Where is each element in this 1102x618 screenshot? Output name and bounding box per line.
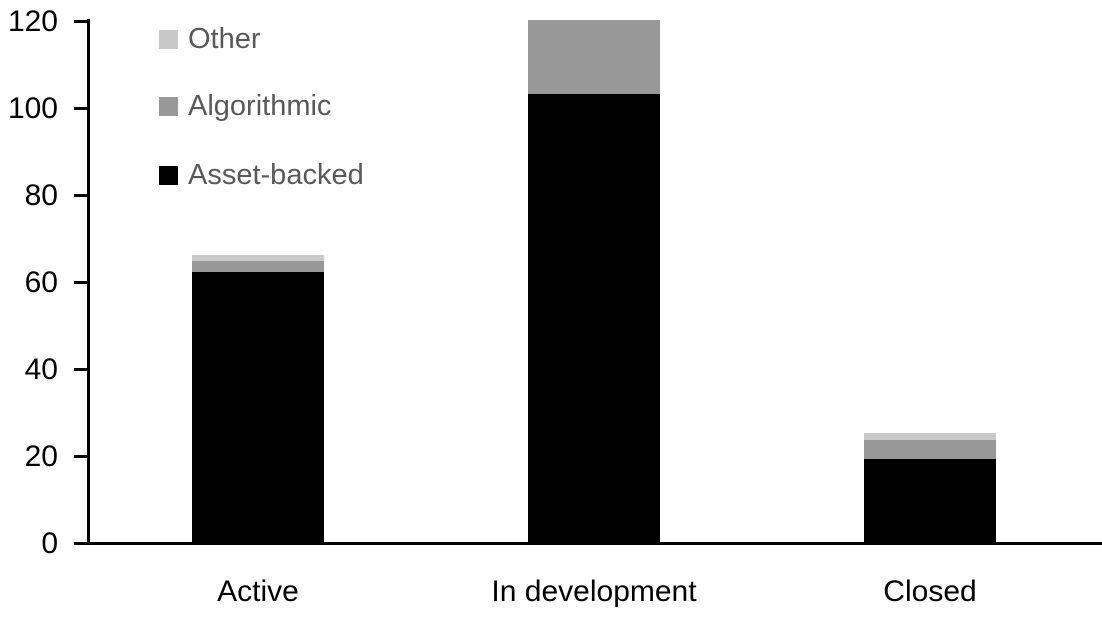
y-tick-mark [74, 281, 87, 284]
other-swatch-icon [159, 29, 178, 49]
y-tick-mark [74, 107, 87, 110]
bar-segment-other-closed [864, 433, 996, 440]
y-tick-mark [74, 542, 87, 545]
y-tick-label: 100 [7, 91, 58, 125]
legend-label: Other [188, 23, 261, 55]
bar-segment-other-active [192, 254, 324, 262]
legend-item-other: Other [159, 24, 261, 54]
bar-segment-asset-backed-closed [864, 459, 996, 542]
y-tick-mark [74, 455, 87, 458]
asset-backed-swatch-icon [159, 165, 178, 185]
y-tick-label: 40 [24, 352, 58, 386]
bar-segment-asset-backed-in-development [528, 93, 660, 542]
y-tick-label: 20 [24, 439, 58, 473]
bar-segment-algorithmic-closed [864, 439, 996, 460]
y-axis-line [87, 19, 90, 545]
y-tick-mark [74, 368, 87, 371]
y-tick-mark [74, 194, 87, 197]
x-axis-label-closed: Closed [883, 575, 977, 608]
bar-segment-asset-backed-active [192, 272, 324, 542]
legend-label: Asset-backed [188, 159, 364, 191]
x-axis-label-in-development: In development [491, 575, 697, 608]
y-tick-label: 80 [24, 178, 58, 212]
legend-item-asset-backed: Asset-backed [159, 160, 364, 190]
x-axis-label-active: Active [217, 575, 299, 608]
y-tick-label: 60 [24, 265, 58, 299]
x-axis-line [87, 542, 1102, 545]
y-tick-label: 120 [7, 4, 58, 38]
algorithmic-swatch-icon [159, 96, 178, 116]
legend-item-algorithmic: Algorithmic [159, 91, 331, 121]
bar-segment-algorithmic-in-development [528, 20, 660, 94]
y-tick-label: 0 [41, 526, 58, 560]
bar-segment-algorithmic-active [192, 261, 324, 273]
y-tick-mark [74, 20, 87, 23]
legend-label: Algorithmic [188, 90, 332, 122]
